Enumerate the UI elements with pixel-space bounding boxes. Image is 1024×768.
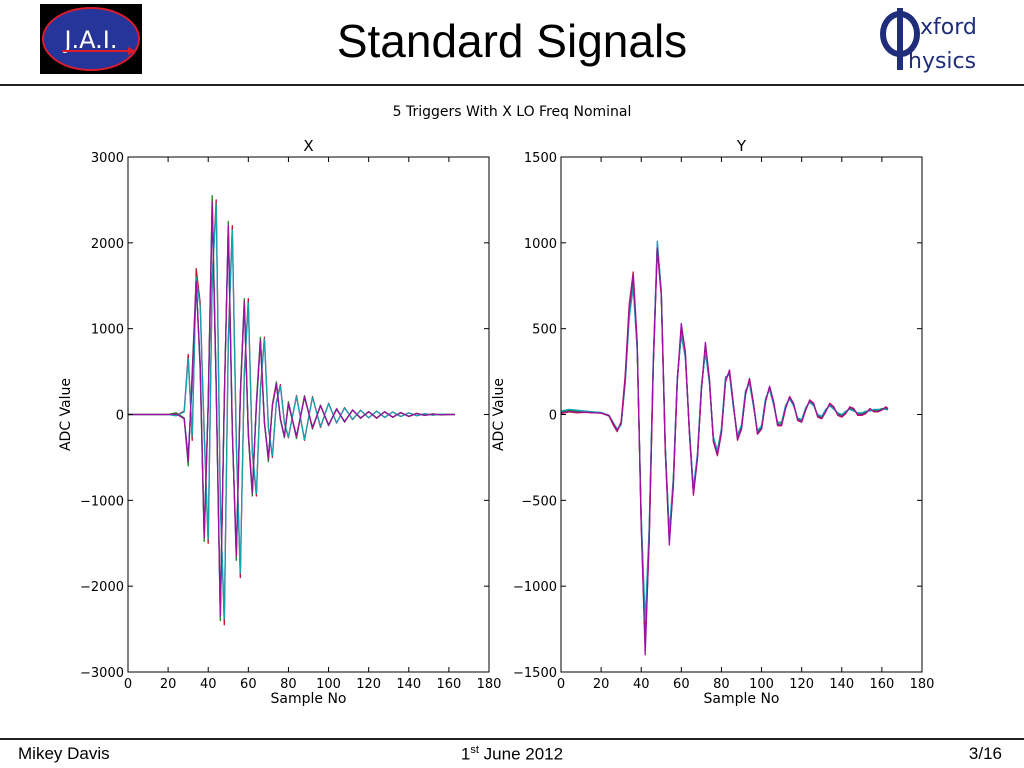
series-line-2 <box>128 194 455 622</box>
y-tick-label: 2000 <box>91 237 124 252</box>
series-line-2 <box>561 242 889 630</box>
x-tick-label: 20 <box>160 677 177 692</box>
footer-author: Mikey Davis <box>18 744 110 763</box>
oxford-logo-text-top: xford <box>920 15 977 40</box>
oxford-physics-logo: xford hysics <box>878 4 998 76</box>
y-tick-label: 500 <box>532 323 557 338</box>
series-line-4 <box>561 240 889 622</box>
series-line-5 <box>128 200 455 617</box>
y-tick-label: −500 <box>521 494 557 509</box>
series-group <box>128 194 455 626</box>
y-tick-label: 1000 <box>91 323 124 338</box>
x-tick-label: 60 <box>240 677 257 692</box>
header-divider <box>0 84 1024 86</box>
plot-frame <box>560 156 923 673</box>
panel-x-chart: 0 20 40 60 80 100 120 140 160 180 −3000 −2000 −1000 0… <box>58 137 501 707</box>
x-tick-label: 60 <box>673 677 690 692</box>
y-tick-label: 3000 <box>91 151 124 166</box>
figure: 5 Triggers With X LO Freq Nominal 0 20 40 6… <box>58 104 934 707</box>
figure-suptitle: 5 Triggers With X LO Freq Nominal <box>393 104 632 120</box>
x-axis-label: Sample No <box>704 691 780 707</box>
x-axis-label: Sample No <box>271 691 347 707</box>
y-tick-label: −3000 <box>80 666 124 681</box>
x-tick-label: 100 <box>749 677 774 692</box>
series-line-1 <box>128 207 455 613</box>
x-tick-label: 40 <box>200 677 217 692</box>
x-tick-label: 180 <box>910 677 935 692</box>
jai-logo-text: J.A.I. <box>62 26 117 54</box>
series-group <box>561 240 889 656</box>
jai-logo: J.A.I. <box>40 4 142 74</box>
series-line-1 <box>561 243 889 635</box>
footer-date-rest: June 2012 <box>478 744 564 764</box>
y-tick-label: −1000 <box>80 494 124 509</box>
y-tick-label: 1500 <box>524 151 557 166</box>
y-axis-label: ADC Value <box>491 378 507 451</box>
x-tick-label: 80 <box>713 677 730 692</box>
series-line-3 <box>128 199 455 626</box>
x-tick-label: 0 <box>557 677 565 692</box>
footer-date-day: 1 <box>460 744 471 764</box>
y-tick-label: 0 <box>549 409 557 424</box>
x-tick-label: 0 <box>124 677 132 692</box>
panel-y-chart: 0 20 40 60 80 100 120 140 160 180 −1500 −1000 −500 0 5… <box>491 137 934 707</box>
x-tick-label: 160 <box>869 677 894 692</box>
series-line-3 <box>561 249 889 646</box>
page-title: Standard Signals <box>336 15 688 67</box>
x-tick-label: 180 <box>477 677 502 692</box>
y-tick-label: −1000 <box>513 580 557 595</box>
x-tick-label: 40 <box>633 677 650 692</box>
y-tick-label: 0 <box>116 409 124 424</box>
footer-date-suffix: st <box>470 744 479 756</box>
footer-date: 1st June 2012 <box>0 744 1024 765</box>
x-tick-label: 160 <box>436 677 461 692</box>
x-tick-label: 140 <box>396 677 421 692</box>
y-tick-label: −2000 <box>80 580 124 595</box>
y-tick-label: −1500 <box>513 666 557 681</box>
footer-page-number: 3/16 <box>968 744 1002 763</box>
series-line-5 <box>561 247 889 656</box>
y-axis-label: ADC Value <box>58 378 74 451</box>
oxford-logo-text-bottom: hysics <box>908 49 976 74</box>
y-tick-label: 1000 <box>524 237 557 252</box>
series-line-4 <box>128 203 455 620</box>
x-tick-label: 20 <box>593 677 610 692</box>
chart-title: Y <box>736 137 747 155</box>
x-tick-label: 80 <box>280 677 297 692</box>
footer-divider <box>0 738 1024 740</box>
chart-title: X <box>303 137 313 155</box>
x-tick-label: 120 <box>789 677 814 692</box>
x-tick-label: 100 <box>316 677 341 692</box>
x-tick-label: 140 <box>829 677 854 692</box>
x-tick-label: 120 <box>356 677 381 692</box>
